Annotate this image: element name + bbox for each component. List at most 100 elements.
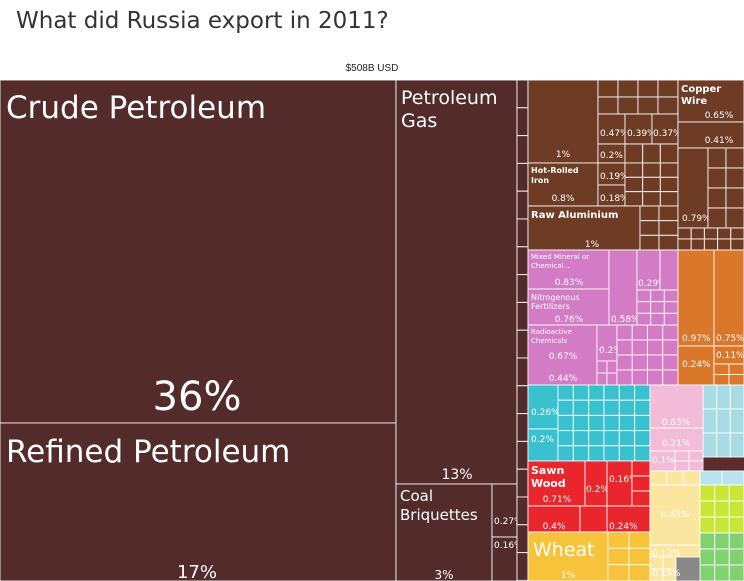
food-grid-tile[interactable] <box>662 556 677 570</box>
metals-grid-6-tile[interactable] <box>730 238 744 251</box>
wood-grid-1-tile[interactable] <box>631 490 651 507</box>
tile-mineral-strip[interactable] <box>516 329 529 359</box>
machinery-grid-light-tile[interactable] <box>702 432 718 458</box>
metals-grid-6-tile[interactable] <box>703 227 719 240</box>
tile-metals-d[interactable] <box>651 113 679 145</box>
chem-grid-1-tile[interactable] <box>596 372 608 386</box>
tile-chem-right-b[interactable] <box>659 249 679 291</box>
metals-grid-1-tile[interactable] <box>637 96 659 115</box>
metals-grid-3-tile[interactable] <box>642 191 661 207</box>
tile-chem-mid[interactable] <box>608 249 638 326</box>
metals-grid-6-tile[interactable] <box>677 227 692 240</box>
machinery-grid-tile[interactable] <box>603 445 620 462</box>
chem-grid-3-tile[interactable] <box>663 312 679 326</box>
tile-sawn-wood[interactable] <box>527 460 586 507</box>
machinery-grid-tile[interactable] <box>557 445 574 462</box>
food-grid-top-tile[interactable] <box>682 470 701 486</box>
vegetable-grid-tile[interactable] <box>628 531 651 549</box>
tile-mineral-strip[interactable] <box>516 80 529 109</box>
light-grid-tile[interactable] <box>721 470 744 486</box>
wood-grid-1-tile[interactable] <box>631 460 651 477</box>
chem-grid-3-tile[interactable] <box>663 289 679 303</box>
metals-grid-3-tile[interactable] <box>659 191 679 207</box>
metals-grid-3-tile[interactable] <box>624 176 644 193</box>
chem-grid-2-tile[interactable] <box>647 324 664 341</box>
chem-grid-2-tile[interactable] <box>631 324 648 341</box>
chem-grid-2-tile[interactable] <box>647 354 664 371</box>
lime-grid-tile[interactable] <box>714 484 730 502</box>
chem-grid-2-tile[interactable] <box>662 369 679 386</box>
metals-grid-1-tile[interactable] <box>657 96 679 115</box>
machinery-grid-light-tile[interactable] <box>716 432 731 458</box>
chem-grid-2-tile[interactable] <box>616 324 633 341</box>
machinery-grid-tile[interactable] <box>588 445 605 462</box>
metals-grid-1-tile[interactable] <box>637 80 659 98</box>
machinery-grid-light-tile[interactable] <box>729 384 744 410</box>
metals-grid-6-tile[interactable] <box>717 227 732 240</box>
light-grid-tile[interactable] <box>699 470 723 486</box>
tile-mineral-strip[interactable] <box>516 413 529 442</box>
lime-grid-tile[interactable] <box>714 516 730 534</box>
tile-mineral-strip[interactable] <box>516 246 529 276</box>
green-grid-tile[interactable] <box>714 548 730 566</box>
machinery-grid-tile[interactable] <box>572 384 590 401</box>
machinery-grid-tile[interactable] <box>634 384 651 401</box>
tile-metals-a[interactable] <box>527 80 599 164</box>
food-grid-top-tile[interactable] <box>649 470 668 486</box>
metals-grid-5-tile[interactable] <box>725 187 744 209</box>
tile-mineral-strip[interactable] <box>516 107 529 137</box>
metals-grid-2-tile[interactable] <box>624 143 644 164</box>
chem-grid-2-tile[interactable] <box>631 339 648 356</box>
machinery-grid-tile[interactable] <box>557 414 574 432</box>
metals-grid-2-tile[interactable] <box>659 143 679 164</box>
tile-other-a[interactable] <box>675 556 701 581</box>
chem-grid-1-tile[interactable] <box>606 372 618 386</box>
metals-grid-3-tile[interactable] <box>642 162 661 178</box>
precious-grid-tile[interactable] <box>728 374 744 386</box>
lime-grid-tile[interactable] <box>714 500 730 518</box>
precious-grid-tile[interactable] <box>713 374 730 386</box>
metals-grid-6-tile[interactable] <box>703 238 719 251</box>
lime-grid-tile[interactable] <box>699 500 716 518</box>
machinery-grid-tile[interactable] <box>618 414 636 432</box>
machinery-grid-light-tile[interactable] <box>729 408 744 434</box>
precious-grid-tile[interactable] <box>728 363 744 375</box>
metals-grid-5-tile[interactable] <box>707 187 727 209</box>
tile-wood-b[interactable] <box>584 460 608 507</box>
tile-precious-a[interactable] <box>677 249 715 347</box>
tile-refined-petroleum[interactable] <box>0 422 397 581</box>
tile-petroleum-gas[interactable] <box>395 80 518 485</box>
machinery-grid-light-tile[interactable] <box>729 432 744 458</box>
vegetable-grid-tile[interactable] <box>628 564 651 581</box>
food-grid-top-tile[interactable] <box>666 470 684 486</box>
lime-grid-tile[interactable] <box>728 516 744 534</box>
metals-grid-6-tile[interactable] <box>677 238 692 251</box>
tile-mineral-strip[interactable] <box>516 385 529 415</box>
chem-grid-2-tile[interactable] <box>662 324 679 341</box>
tile-radioactive-chemicals[interactable] <box>527 324 598 386</box>
machinery-grid-tile[interactable] <box>572 414 590 432</box>
metals-grid-4-tile[interactable] <box>639 220 660 236</box>
vegetable-grid-tile[interactable] <box>607 547 630 566</box>
tile-mineral-strip[interactable] <box>516 524 529 554</box>
machinery-grid-tile[interactable] <box>572 430 590 447</box>
tile-mineral-strip[interactable] <box>516 135 529 164</box>
metals-grid-6-tile[interactable] <box>717 238 732 251</box>
metals-grid-1-tile[interactable] <box>597 96 619 115</box>
metals-grid-4-tile[interactable] <box>658 220 679 236</box>
tile-hot-rolled-iron[interactable] <box>527 162 599 207</box>
tile-mineral-strip[interactable] <box>516 496 529 526</box>
tile-mineral-strip[interactable] <box>516 274 529 303</box>
lime-grid-tile[interactable] <box>728 484 744 502</box>
chem-grid-2-tile[interactable] <box>631 369 648 386</box>
tile-wood-e[interactable] <box>579 505 608 533</box>
green-grid-tile[interactable] <box>699 564 716 581</box>
machinery-grid-tile[interactable] <box>572 399 590 416</box>
tile-machinery-a[interactable] <box>527 384 559 430</box>
tile-raw-aluminium[interactable] <box>527 205 641 251</box>
chem-grid-1-tile[interactable] <box>596 360 608 374</box>
metals-grid-3-tile[interactable] <box>659 176 679 193</box>
tile-coal-briquettes[interactable] <box>395 483 493 581</box>
lime-grid-tile[interactable] <box>699 516 716 534</box>
green-grid-tile[interactable] <box>714 564 730 581</box>
